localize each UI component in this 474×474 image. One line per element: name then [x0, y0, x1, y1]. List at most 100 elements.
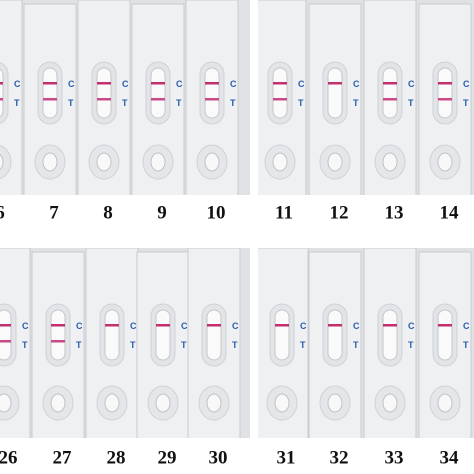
strip-number: 31 — [277, 447, 296, 468]
strip-number: 34 — [440, 447, 460, 468]
strip-number: 13 — [385, 202, 404, 223]
test-label: T — [130, 340, 136, 350]
strip — [0, 0, 23, 195]
control-line — [51, 324, 65, 327]
control-line — [273, 82, 287, 85]
control-line — [156, 324, 170, 327]
strip-number: 11 — [275, 202, 293, 223]
window — [150, 67, 166, 119]
strip-number: 29 — [158, 447, 177, 468]
test-label: T — [14, 98, 20, 108]
window — [382, 309, 398, 361]
test-label: T — [122, 98, 128, 108]
window — [206, 309, 222, 361]
test-label: T — [230, 98, 236, 108]
sample-well — [150, 152, 166, 172]
test-line — [383, 98, 397, 101]
test-label: T — [353, 98, 359, 108]
sample-well — [0, 153, 4, 171]
sample-well — [382, 152, 398, 172]
sample-well — [327, 152, 343, 172]
test-label: T — [463, 98, 469, 108]
window — [382, 67, 398, 119]
test-line — [151, 98, 165, 101]
strip-number: 33 — [385, 447, 404, 468]
sample-well — [437, 152, 453, 172]
control-label: C — [176, 79, 183, 89]
test-line — [438, 98, 452, 101]
window — [104, 309, 120, 361]
window — [437, 67, 453, 119]
control-line — [383, 324, 397, 327]
sample-well — [0, 393, 12, 413]
test-label: T — [298, 98, 304, 108]
control-label: C — [300, 321, 307, 331]
control-label: C — [408, 321, 415, 331]
window — [155, 309, 171, 361]
control-line — [275, 324, 289, 327]
sample-well — [206, 393, 222, 413]
test-label: T — [68, 98, 74, 108]
control-line — [438, 324, 452, 327]
sample-well — [437, 393, 453, 413]
control-line — [43, 82, 57, 85]
sample-well — [204, 152, 220, 172]
sample-well — [50, 393, 66, 413]
control-line — [0, 82, 3, 85]
window — [50, 309, 66, 361]
test-label: T — [176, 98, 182, 108]
window — [0, 68, 4, 118]
control-line — [151, 82, 165, 85]
sample-well — [382, 393, 398, 413]
sample-well — [274, 393, 290, 413]
strip-number: 10 — [207, 202, 226, 223]
window — [204, 67, 220, 119]
control-label: C — [130, 321, 137, 331]
control-line — [105, 324, 119, 327]
control-label: C — [353, 321, 360, 331]
control-label: C — [68, 79, 75, 89]
strip-number: 30 — [209, 447, 228, 468]
test-label: T — [463, 340, 469, 350]
test-label: T — [181, 340, 187, 350]
test-label: T — [408, 98, 414, 108]
strip-number: 14 — [440, 202, 460, 223]
test-label: T — [232, 340, 238, 350]
sample-well-rim — [0, 145, 12, 179]
control-label: C — [463, 79, 470, 89]
control-label: C — [14, 79, 21, 89]
control-label: C — [298, 79, 305, 89]
control-line — [0, 324, 11, 327]
control-label: C — [122, 79, 129, 89]
test-label: T — [353, 340, 359, 350]
window — [437, 309, 453, 361]
test-line — [273, 98, 287, 101]
strip-number: 26 — [0, 447, 18, 468]
strip-number: 32 — [330, 447, 349, 468]
control-label: C — [408, 79, 415, 89]
window — [0, 309, 12, 361]
control-label: C — [463, 321, 470, 331]
test-line — [51, 340, 65, 343]
test-label: T — [76, 340, 82, 350]
control-line — [328, 82, 342, 85]
control-label: C — [76, 321, 83, 331]
test-label: T — [22, 340, 28, 350]
control-line — [438, 82, 452, 85]
control-label: C — [181, 321, 188, 331]
test-line — [0, 340, 11, 343]
control-label: C — [232, 321, 239, 331]
sample-well — [327, 393, 343, 413]
control-line — [97, 82, 111, 85]
window — [327, 67, 343, 119]
window — [96, 67, 112, 119]
window — [274, 309, 290, 361]
control-line — [207, 324, 221, 327]
strip-number: 6 — [0, 202, 5, 223]
strip-number: 27 — [53, 447, 73, 468]
control-line — [383, 82, 397, 85]
